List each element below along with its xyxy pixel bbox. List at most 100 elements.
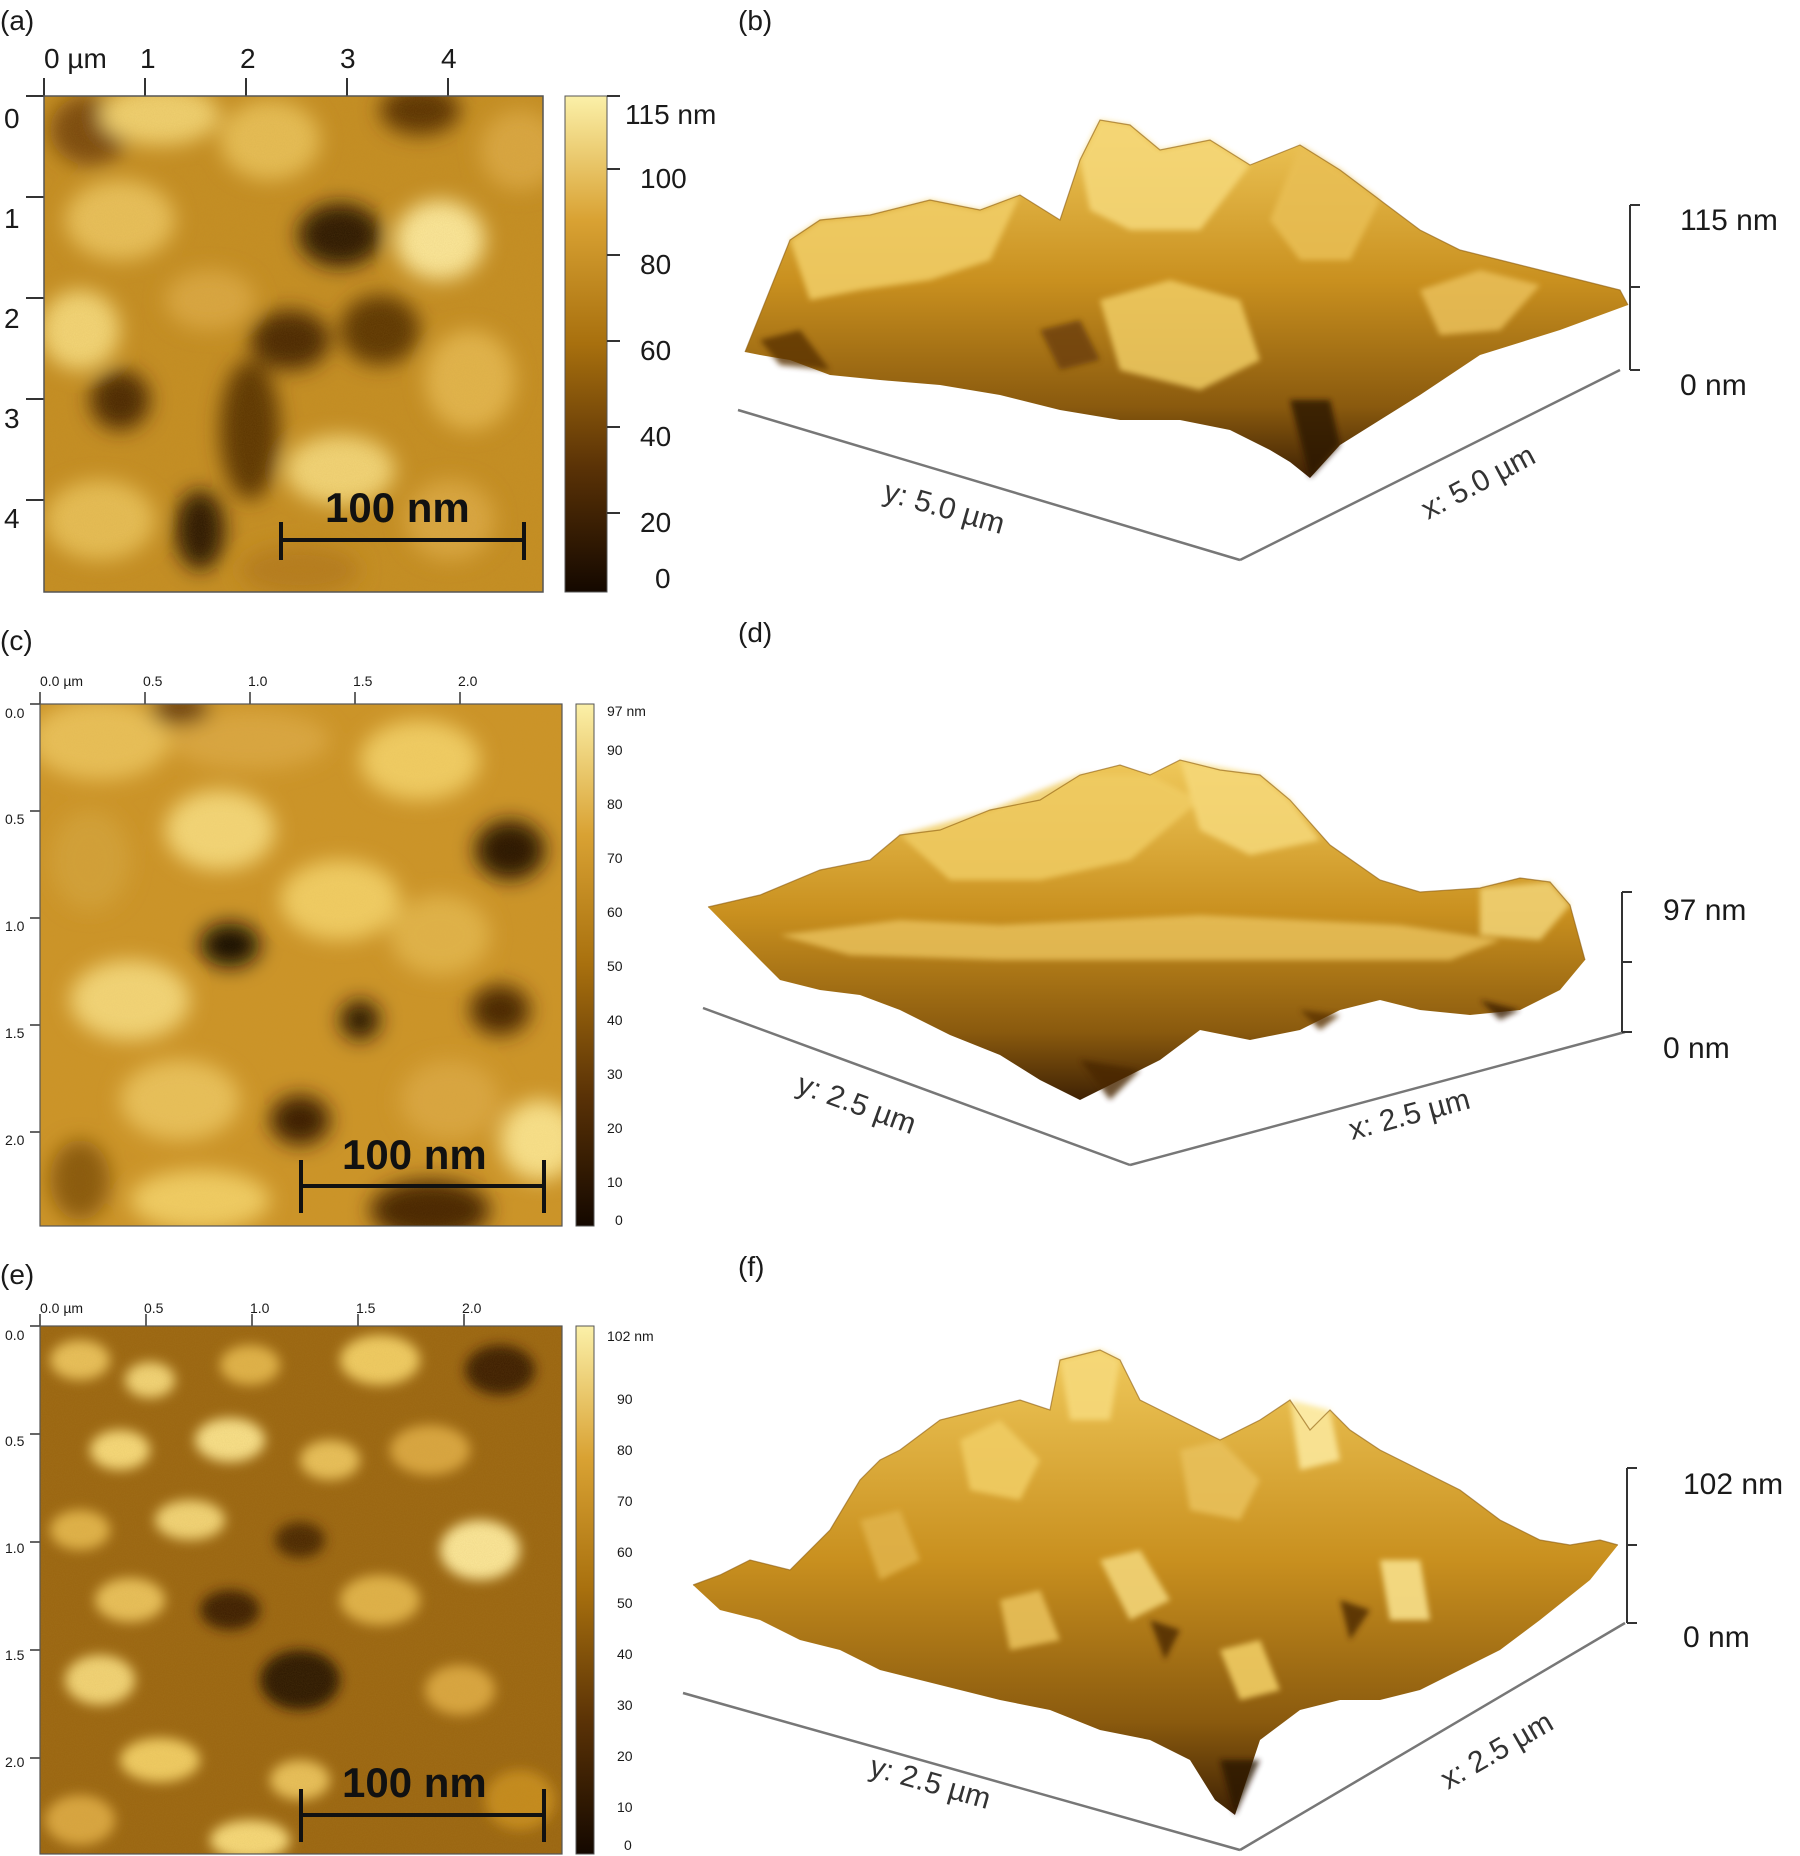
panel-c-topography-image	[40, 704, 562, 1226]
y-tick-label: 1.0	[5, 1540, 25, 1556]
y-tick-label: 0.0	[5, 705, 25, 721]
x-tick-label: 3	[340, 43, 356, 74]
x-tick-label: 2	[240, 43, 256, 74]
panel-b-z-top-label: 115 nm	[1680, 204, 1778, 237]
x-tick-label: 2.0	[458, 673, 478, 689]
colorbar-tick-label: 70	[617, 1493, 633, 1509]
panel-e-x-ticks: 0.0 µm 0.5 1.0 1.5 2.0	[39, 1300, 482, 1326]
panel-c: (c) 0.0 µm 0.5 1.0 1.5 2.0 0.0 0.5 1.0 1…	[0, 625, 646, 1228]
colorbar-tick-label: 100	[640, 163, 687, 194]
panel-f-x-axis-label: x: 2.5 µm	[1435, 1705, 1559, 1796]
colorbar-tick-label: 102 nm	[607, 1328, 654, 1344]
y-tick-label: 1.5	[5, 1025, 25, 1041]
colorbar-tick-label: 80	[640, 249, 671, 280]
x-tick-label: 1.5	[353, 673, 373, 689]
colorbar-tick-label: 20	[607, 1120, 623, 1136]
panel-c-colorbar: 97 nm 90 80 70 60 50 40 30 20 10 0	[575, 703, 646, 1228]
y-tick-label: 0.5	[5, 811, 25, 827]
colorbar-tick-label: 20	[640, 507, 671, 538]
panel-c-y-ticks: 0.0 0.5 1.0 1.5 2.0	[5, 703, 40, 1148]
colorbar-tick-label: 40	[640, 421, 671, 452]
colorbar-tick-label: 70	[607, 850, 623, 866]
panel-b-label: (b)	[738, 5, 772, 36]
scale-bar-label: 100 nm	[342, 1759, 487, 1806]
x-tick-label: 2.0	[462, 1300, 482, 1316]
colorbar-tick-label: 90	[607, 742, 623, 758]
panel-a-topography-image	[44, 96, 543, 592]
panel-f-y-axis-label: y: 2.5 µm	[866, 1750, 994, 1816]
colorbar-tick-label: 60	[607, 904, 623, 920]
colorbar-tick-label: 60	[617, 1544, 633, 1560]
colorbar-tick-label: 20	[617, 1748, 633, 1764]
colorbar-tick-label: 30	[607, 1066, 623, 1082]
x-tick-label: 0.5	[144, 1300, 164, 1316]
colorbar-tick-label: 97 nm	[607, 703, 646, 719]
panel-d-z-bottom-label: 0 nm	[1663, 1032, 1730, 1065]
colorbar-tick-label: 60	[640, 335, 671, 366]
y-tick-label: 2.0	[5, 1754, 25, 1770]
colorbar-tick-label: 80	[617, 1442, 633, 1458]
panel-b: (b) y: 5.0 µm x	[737, 5, 1778, 562]
colorbar-tick-label: 10	[607, 1174, 623, 1190]
colorbar-tick-label: 0	[615, 1212, 623, 1228]
panel-c-scale-bar: 100 nm	[299, 1131, 546, 1213]
panel-c-x-ticks: 0.0 µm 0.5 1.0 1.5 2.0	[39, 673, 478, 704]
panel-d-y-axis-label: y: 2.5 µm	[793, 1068, 921, 1141]
panel-f: (f)	[682, 1251, 1783, 1852]
panel-f-z-bottom-label: 0 nm	[1683, 1621, 1750, 1654]
panel-f-label: (f)	[738, 1251, 764, 1282]
y-tick-label: 2.0	[5, 1132, 25, 1148]
panel-d-3d-surface	[707, 759, 1586, 1100]
panel-c-label: (c)	[0, 625, 33, 656]
x-tick-label: 1.5	[356, 1300, 376, 1316]
colorbar-tick-label: 0	[624, 1837, 632, 1853]
panel-e-y-ticks: 0.0 0.5 1.0 1.5 2.0	[5, 1325, 40, 1770]
y-tick-label: 1.0	[5, 918, 25, 934]
colorbar-tick-label: 90	[617, 1391, 633, 1407]
panel-e-colorbar: 102 nm 90 80 70 60 50 40 30 20 10 0	[575, 1325, 654, 1855]
x-tick-label: 4	[441, 43, 457, 74]
panel-e-scale-bar: 100 nm	[299, 1759, 546, 1842]
panel-d-label: (d)	[738, 617, 772, 648]
panel-a: (a) 0 µm 1 2 3 4 0 1 2 3 4	[0, 5, 716, 594]
colorbar-tick-label: 115 nm	[625, 99, 716, 130]
colorbar-tick-label: 80	[607, 796, 623, 812]
y-tick-label: 3	[4, 403, 20, 434]
panel-b-z-bottom-label: 0 nm	[1680, 369, 1747, 402]
panel-f-3d-surface	[692, 1349, 1619, 1815]
panel-b-3d-surface	[744, 119, 1629, 478]
x-tick-label: 0.5	[143, 673, 163, 689]
y-tick-label: 1	[4, 203, 20, 234]
scale-bar-label: 100 nm	[342, 1131, 487, 1178]
panel-b-x-axis-label: x: 5.0 µm	[1416, 439, 1541, 526]
colorbar-tick-label: 0	[655, 563, 671, 594]
y-tick-label: 1.5	[5, 1647, 25, 1663]
x-tick-label: 0.0 µm	[40, 1300, 83, 1316]
colorbar-tick-label: 30	[617, 1697, 633, 1713]
colorbar-tick-label: 50	[607, 958, 623, 974]
panel-a-scale-bar: 100 nm	[279, 484, 526, 560]
panel-a-y-ticks: 0 1 2 3 4	[4, 95, 44, 534]
x-tick-label: 1.0	[250, 1300, 270, 1316]
y-tick-label: 0.0	[5, 1327, 25, 1343]
x-tick-label: 1	[140, 43, 156, 74]
colorbar-tick-label: 40	[617, 1646, 633, 1662]
scale-bar-label: 100 nm	[325, 484, 470, 531]
colorbar-tick-label: 50	[617, 1595, 633, 1611]
panel-a-x-ticks: 0 µm 1 2 3 4	[43, 43, 457, 96]
panel-d-x-axis-label: x: 2.5 µm	[1345, 1083, 1473, 1147]
panel-e-label: (e)	[0, 1259, 34, 1290]
y-tick-label: 0	[4, 103, 20, 134]
panel-a-label: (a)	[0, 5, 34, 36]
x-tick-label: 1.0	[248, 673, 268, 689]
x-tick-label: 0.0 µm	[40, 673, 83, 689]
y-tick-label: 0.5	[5, 1433, 25, 1449]
panel-f-z-top-label: 102 nm	[1683, 1468, 1783, 1501]
panel-d-z-top-label: 97 nm	[1663, 894, 1746, 927]
panel-d: (d) y: 2.5 µm x: 2.5 µm	[702, 617, 1746, 1167]
y-tick-label: 2	[4, 303, 20, 334]
panel-a-colorbar: 115 nm 100 80 60 40 20 0	[564, 95, 716, 594]
x-tick-label: 0 µm	[44, 43, 107, 74]
panel-e: (e) 0.0 µm 0.5 1.0 1.5 2.0 0.0 0.5 1.0 1…	[0, 1259, 654, 1855]
